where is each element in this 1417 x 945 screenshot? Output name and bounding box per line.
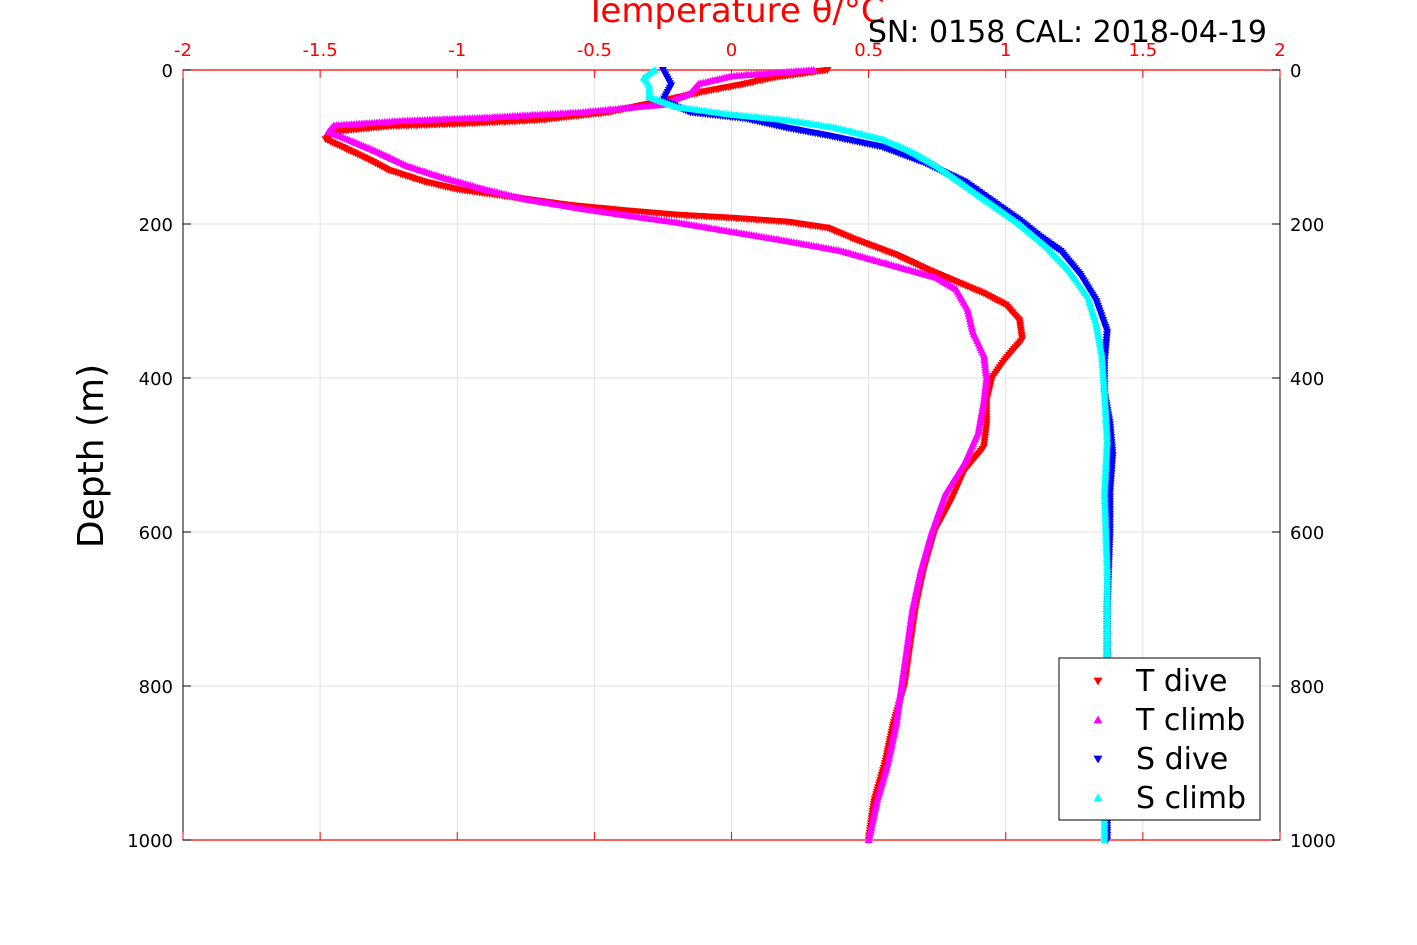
series-s-climb [639, 66, 1112, 843]
y-tick-label-right: 800 [1290, 677, 1324, 698]
legend-marker [1093, 677, 1103, 686]
legend: T dive T climb S dive S climb [1058, 657, 1261, 821]
y-axis-label: Depth (m) [71, 364, 112, 548]
y-tick-label-left: 400 [139, 369, 173, 390]
legend-marker [1093, 793, 1103, 802]
y-tick-label-right: 0 [1290, 61, 1301, 82]
x-tick-label: -1.5 [303, 40, 338, 61]
y-tick-label-left: 0 [162, 61, 173, 82]
legend-label: T dive [1135, 664, 1227, 699]
series-s-dive [658, 67, 1117, 844]
y-tick-label-right: 200 [1290, 215, 1324, 236]
legend-entries: T dive T climb S dive S climb [1093, 664, 1246, 816]
chart-subtitle: SN: 0158 CAL: 2018-04-19 [868, 15, 1267, 50]
legend-marker [1093, 755, 1103, 764]
x-tick-label: 0.5 [854, 40, 883, 61]
y-tick-label-right: 1000 [1290, 831, 1336, 852]
x-tick-label: 1.5 [1129, 40, 1158, 61]
x-tick-label: -1 [448, 40, 466, 61]
legend-marker [1093, 715, 1103, 724]
data-point [864, 836, 873, 843]
x-tick-label: -2 [174, 40, 192, 61]
y-tick-label-left: 1000 [127, 831, 173, 852]
y-tick-label-left: 800 [139, 677, 173, 698]
chart-title: Temperature θ/°C [584, 0, 884, 31]
series-t-dive [321, 67, 1027, 844]
x-tick-label: 2 [1274, 40, 1285, 61]
legend-label: T climb [1135, 703, 1245, 738]
y-tick-label-right: 600 [1290, 523, 1324, 544]
legend-box [1058, 657, 1261, 821]
x-tick-label: 1 [1000, 40, 1011, 61]
x-tick-label: -0.5 [577, 40, 612, 61]
data-point [1100, 836, 1109, 843]
legend-label: S dive [1136, 742, 1228, 777]
y-tick-label-right: 400 [1290, 369, 1324, 390]
data-marks [321, 66, 1117, 844]
series-t-climb [324, 66, 991, 843]
y-tick-label-left: 200 [139, 215, 173, 236]
legend-label: S climb [1136, 781, 1246, 816]
x-tick-label: 0 [726, 40, 737, 61]
y-tick-label-left: 600 [139, 523, 173, 544]
